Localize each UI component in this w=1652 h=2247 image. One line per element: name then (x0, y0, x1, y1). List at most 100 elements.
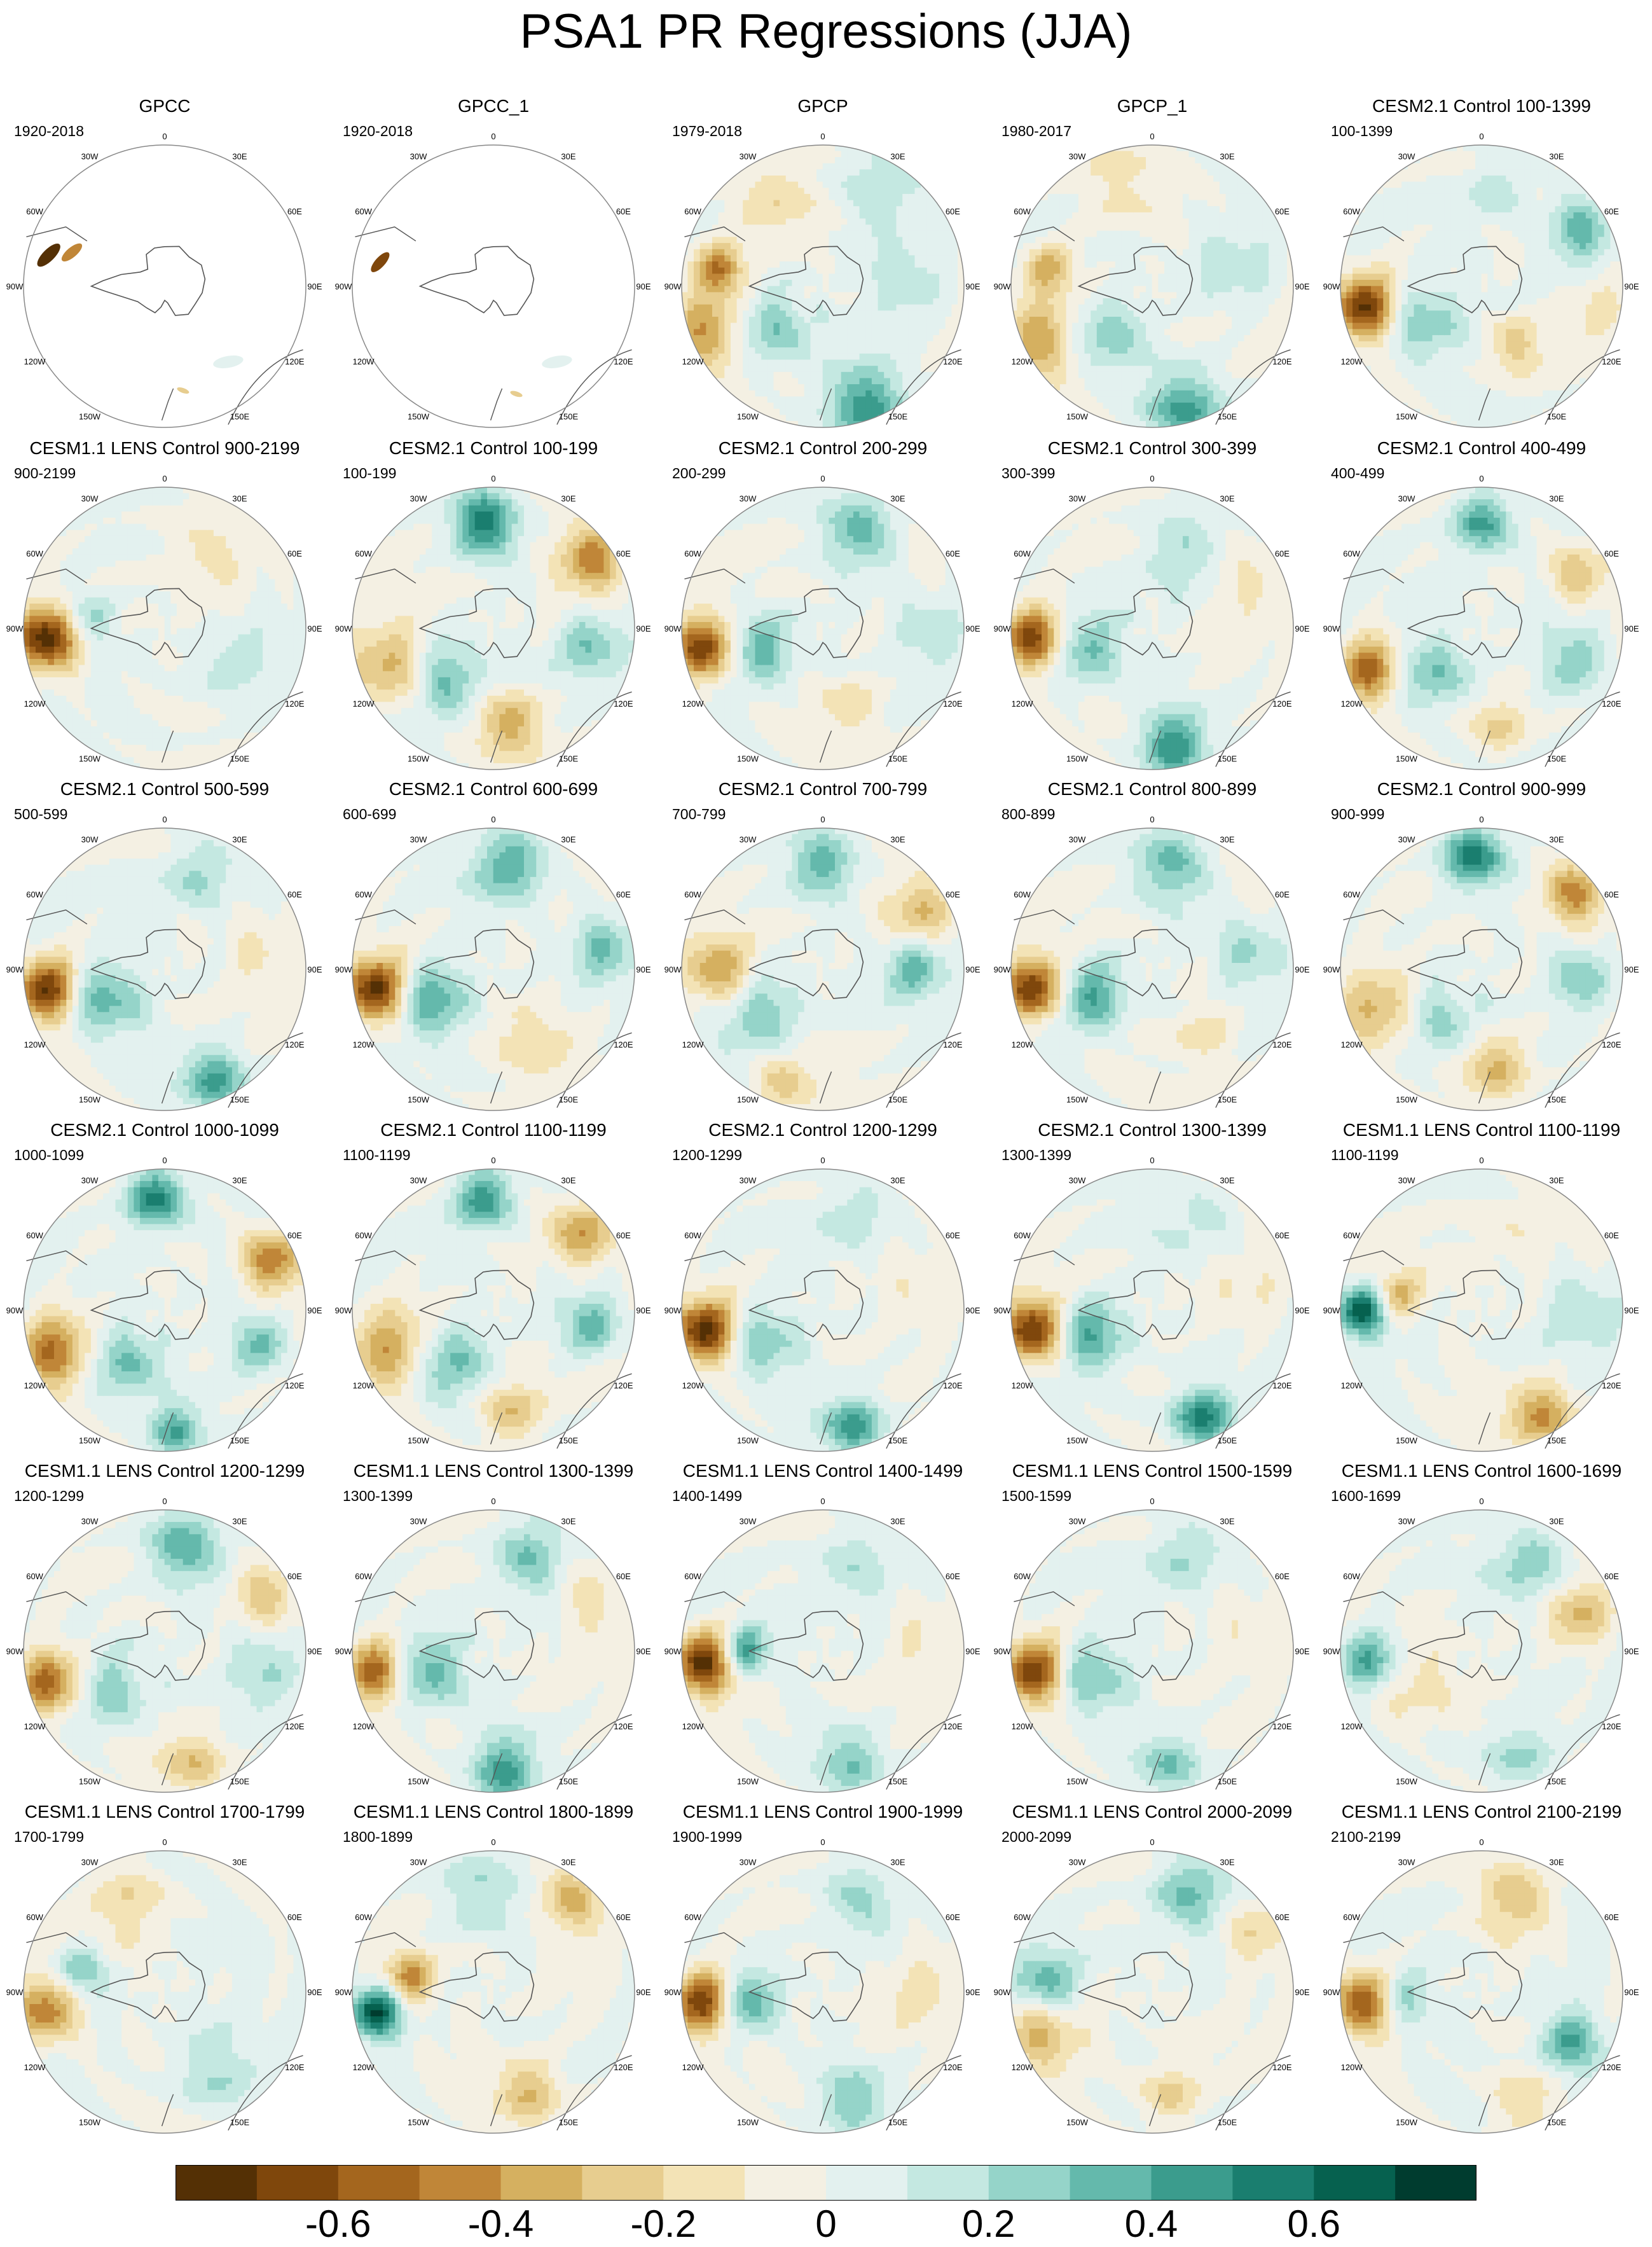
colorbar-tick-label: 0.4 (1088, 2202, 1215, 2246)
longitude-label: 30E (1549, 152, 1564, 162)
longitude-label: 150E (230, 754, 250, 763)
longitude-label: 150E (559, 2117, 579, 2127)
longitude-label: 60W (26, 1572, 43, 1581)
longitude-label: 150E (888, 1435, 908, 1445)
panel-period: 1700-1799 (14, 1828, 84, 1846)
longitude-label: 30W (410, 152, 427, 162)
longitude-label: 120W (1341, 1040, 1363, 1049)
longitude-label: 60E (1604, 1912, 1619, 1922)
longitude-label: 150W (737, 1095, 759, 1104)
longitude-label: 30E (890, 835, 905, 845)
map-boundary (352, 1509, 635, 1793)
new-zealand-coastline (1478, 1412, 1491, 1445)
longitude-label: 0 (820, 815, 825, 824)
map-boundary (352, 144, 635, 428)
longitude-label: 90W (994, 1988, 1011, 1997)
map-panel: CESM1.1 LENS Control 1200-1299 1200-1299 0… (0, 1460, 329, 1797)
longitude-label: 120E (1602, 357, 1621, 366)
colorbar-swatch (826, 2165, 908, 2201)
australia-coastline (1545, 2055, 1620, 2131)
longitude-label: 120W (1012, 2063, 1034, 2072)
longitude-label: 60E (287, 549, 302, 558)
australia-coastline (1545, 1714, 1620, 1790)
longitude-label: 30E (232, 835, 247, 845)
longitude-label: 60W (355, 207, 372, 216)
longitude-label: 60W (1343, 1231, 1360, 1240)
longitude-label: 30E (1220, 1176, 1234, 1186)
precip-regression-field (352, 828, 635, 1110)
chart-title: PSA1 PR Regressions (JJA) (0, 5, 1652, 59)
map-panel: CESM1.1 LENS Control 1100-1199 1100-1199 0… (1317, 1119, 1646, 1456)
south-america-coastline (355, 1932, 416, 1947)
new-zealand-coastline (1478, 2094, 1491, 2127)
panel-period: 900-999 (1331, 805, 1384, 823)
new-zealand-coastline (819, 388, 832, 421)
antarctica-coastline (748, 1269, 864, 1340)
longitude-label: 90E (965, 1306, 980, 1315)
precip-regression-field (682, 487, 964, 770)
longitude-label: 30W (740, 1517, 757, 1526)
longitude-label: 60E (616, 1231, 631, 1240)
new-zealand-coastline (490, 1753, 503, 1786)
longitude-label: 90W (664, 965, 682, 974)
australia-coastline (886, 2055, 961, 2131)
longitude-label: 30E (1549, 1176, 1564, 1186)
map-boundary (681, 827, 965, 1111)
longitude-label: 90E (1624, 282, 1639, 291)
map-panel: CESM2.1 Control 200-299 200-299 0 30E 60E 90E… (658, 438, 988, 775)
longitude-label: 30W (81, 152, 99, 162)
longitude-label: 90W (994, 282, 1011, 291)
antarctica-coastline (90, 1951, 206, 2022)
longitude-label: 120W (1012, 1040, 1034, 1049)
australia-coastline (228, 349, 303, 425)
precip-regression-field (24, 828, 306, 1110)
australia-coastline (1215, 2055, 1291, 2131)
australia-coastline (886, 691, 961, 767)
longitude-label: 30W (1069, 1176, 1086, 1186)
longitude-label: 0 (491, 1156, 495, 1165)
longitude-label: 0 (162, 132, 167, 141)
longitude-label: 30E (1220, 1517, 1234, 1526)
precip-regression-field (682, 145, 964, 427)
australia-coastline (1545, 349, 1620, 425)
longitude-label: 120W (24, 357, 46, 366)
map-boundary (23, 144, 306, 428)
south-america-coastline (684, 909, 746, 925)
longitude-label: 120W (24, 699, 46, 709)
new-zealand-coastline (161, 730, 174, 763)
precip-regression-field (1340, 1169, 1623, 1451)
longitude-label: 60E (287, 1912, 302, 1922)
precip-regression-field (1340, 145, 1623, 427)
panel-title: CESM2.1 Control 900-999 (1317, 778, 1646, 800)
precip-regression-field (352, 1510, 635, 1792)
map-panel: CESM2.1 Control 1200-1299 1200-1299 0 30E 60… (658, 1119, 988, 1456)
longitude-label: 180 (486, 1115, 500, 1116)
longitude-label: 30E (561, 1858, 575, 1867)
colorbar-tick-label: -0.2 (600, 2202, 727, 2246)
map-boundary (681, 144, 965, 428)
longitude-label: 90W (664, 1647, 682, 1656)
longitude-label: 0 (1150, 474, 1154, 483)
map-boundary (681, 1168, 965, 1452)
longitude-label: 90E (1295, 1306, 1309, 1315)
longitude-label: 120E (614, 1040, 633, 1049)
panel-period: 1000-1099 (14, 1146, 84, 1164)
antarctica-coastline (1077, 1269, 1194, 1340)
longitude-label: 90E (1624, 1306, 1639, 1315)
longitude-label: 90E (1624, 1988, 1639, 1997)
precip-regression-field (1011, 1510, 1293, 1792)
map-boundary (23, 1168, 306, 1452)
longitude-label: 60E (287, 890, 302, 899)
longitude-label: 90E (1624, 624, 1639, 633)
longitude-label: 30W (740, 1858, 757, 1867)
australia-coastline (1215, 1714, 1291, 1790)
south-america-coastline (684, 569, 746, 584)
longitude-label: 60E (946, 1912, 960, 1922)
panel-period: 900-2199 (14, 464, 76, 482)
longitude-label: 120E (1272, 1040, 1292, 1049)
map-panel: GPCP1979-2018030E60E90E120E150E180150W12… (658, 95, 988, 432)
longitude-label: 120W (1012, 699, 1034, 709)
precip-regression-field (682, 1851, 964, 2133)
longitude-label: 60E (1275, 890, 1290, 899)
